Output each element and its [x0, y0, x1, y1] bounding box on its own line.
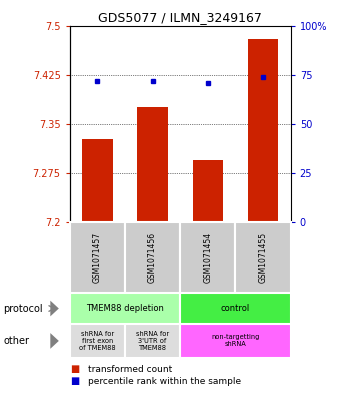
Bar: [70, 324, 125, 358]
Text: shRNA for
3'UTR of
TMEM88: shRNA for 3'UTR of TMEM88: [136, 331, 169, 351]
Text: GSM1071457: GSM1071457: [93, 232, 102, 283]
Bar: [125, 324, 180, 358]
Bar: [125, 222, 180, 293]
Bar: [82, 139, 113, 222]
Title: GDS5077 / ILMN_3249167: GDS5077 / ILMN_3249167: [98, 11, 262, 24]
Bar: [70, 222, 125, 293]
Bar: [193, 160, 223, 222]
Text: shRNA for
first exon
of TMEM88: shRNA for first exon of TMEM88: [79, 331, 116, 351]
Bar: [248, 39, 278, 222]
Bar: [235, 222, 291, 293]
Text: ■: ■: [70, 376, 79, 386]
Text: control: control: [221, 304, 250, 313]
Text: ■: ■: [70, 364, 79, 375]
Text: GSM1071456: GSM1071456: [148, 232, 157, 283]
Bar: [180, 324, 291, 358]
Bar: [137, 107, 168, 222]
Text: other: other: [3, 336, 29, 346]
Text: GSM1071454: GSM1071454: [203, 232, 212, 283]
Bar: [70, 293, 180, 324]
Text: TMEM88 depletion: TMEM88 depletion: [86, 304, 164, 313]
Text: transformed count: transformed count: [88, 365, 173, 374]
Bar: [180, 222, 235, 293]
Text: non-targetting
shRNA: non-targetting shRNA: [211, 334, 260, 347]
Text: protocol: protocol: [3, 303, 43, 314]
Text: percentile rank within the sample: percentile rank within the sample: [88, 377, 241, 386]
Bar: [180, 293, 291, 324]
Text: GSM1071455: GSM1071455: [259, 232, 268, 283]
